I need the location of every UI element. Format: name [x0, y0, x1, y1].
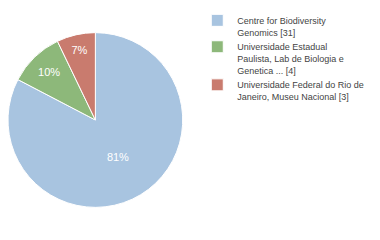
svg-text:7%: 7%: [71, 44, 87, 56]
svg-text:Centre for BiodiversityGenomic: Centre for BiodiversityGenomics [31]: [237, 16, 326, 38]
svg-text:Universidade Federal do Rio de: Universidade Federal do Rio deJaneiro, M…: [237, 80, 364, 102]
svg-text:81%: 81%: [107, 151, 129, 163]
svg-text:10%: 10%: [38, 66, 60, 78]
svg-text:Universidade EstadualPaulista,: Universidade EstadualPaulista, Lab de Bi…: [237, 42, 344, 75]
